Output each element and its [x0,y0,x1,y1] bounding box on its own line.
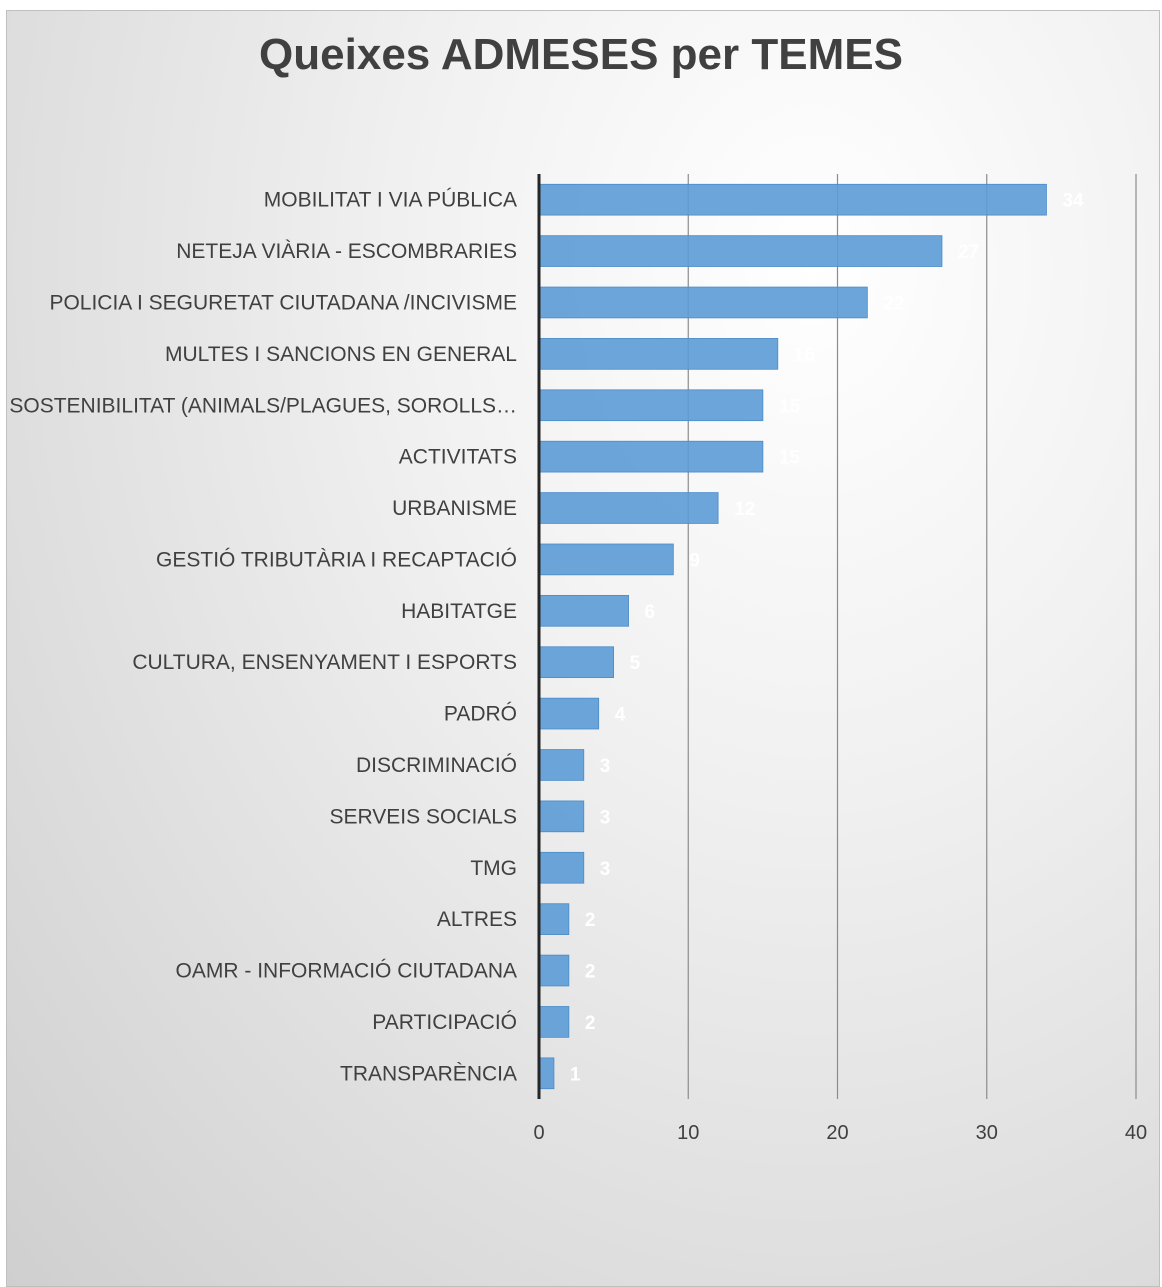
chart-title: Queixes ADMESES per TEMES [259,30,903,79]
bar [538,954,570,987]
data-label: 16 [794,345,815,366]
category-label: NETEJA VIÀRIA - ESCOMBRARIES [176,240,517,263]
bar [538,646,615,679]
x-tick-label: 40 [1125,1122,1147,1144]
category-label: PARTICIPACIÓ [372,1011,517,1034]
data-label: 2 [585,910,596,931]
category-label: MOBILITAT I VIA PÚBLICA [264,189,517,212]
category-label: OAMR - INFORMACIÓ CIUTADANA [176,960,517,983]
bar [538,235,943,267]
bar [538,851,585,884]
category-label: GESTIÓ TRIBUTÀRIA I RECAPTACIÓ [156,548,517,571]
data-label: 15 [779,396,801,417]
category-label: HABITATGE [401,600,517,623]
bar [538,800,585,833]
x-tick-label: 20 [826,1122,848,1144]
data-label: 15 [779,448,801,469]
bar [538,1057,555,1090]
category-label: CULTURA, ENSENYAMENT I ESPORTS [132,651,517,674]
bar [538,1006,570,1038]
category-label: ACTIVITATS [399,446,517,469]
category-label: POLICIA I SEGURETAT CIUTADANA /INCIVISME [49,291,517,314]
bar [538,903,570,935]
bar [538,183,1047,216]
data-label: 5 [630,653,641,674]
category-label: SOSTENIBILITAT (ANIMALS/PLAGUES, SOROLLS… [9,394,517,417]
bar [538,286,868,319]
x-tick-label: 30 [976,1122,998,1144]
bar [538,594,629,627]
data-label: 27 [958,242,979,263]
data-label: 1 [570,1064,581,1085]
category-label: SERVEIS SOCIALS [329,805,517,828]
data-label: 3 [600,859,611,880]
category-label: URBANISME [392,497,517,520]
data-label: 4 [615,705,626,726]
category-label: MULTES I SANCIONS EN GENERAL [165,343,517,366]
data-label: 2 [585,1013,596,1034]
bar [538,338,779,370]
category-label: TRANSPARÈNCIA [340,1062,517,1085]
category-label: ALTRES [437,908,517,931]
data-label: 9 [689,550,700,571]
data-label: 3 [600,807,611,828]
category-label: PADRÓ [444,703,517,726]
x-tick-label: 10 [677,1122,699,1144]
bar [538,492,719,524]
bar [538,697,600,730]
data-label: 6 [645,602,656,623]
data-label: 22 [883,293,904,314]
bar [538,389,764,422]
bar [538,440,764,473]
bar [538,749,585,781]
bar [538,543,674,576]
x-tick-label: 0 [533,1122,544,1144]
data-label: 12 [734,499,755,520]
category-label: DISCRIMINACIÓ [356,754,517,777]
data-label: 3 [600,756,611,777]
category-label: TMG [470,857,517,880]
data-label: 34 [1062,191,1084,212]
data-label: 2 [585,962,596,983]
